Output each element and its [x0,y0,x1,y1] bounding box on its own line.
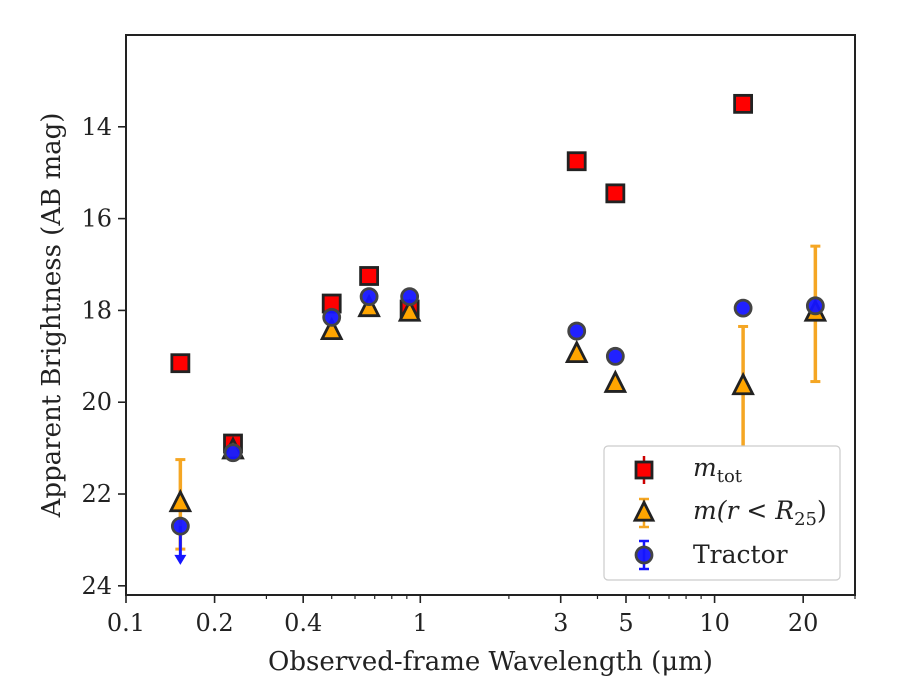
tractor-point [567,321,587,341]
legend-marker-mr25 [632,497,656,529]
x-tick-label: 1 [413,609,428,637]
x-tick-label: 0.2 [196,609,234,637]
legend-mtot-square [634,460,654,480]
series-layer [168,93,828,565]
legend-mr25-sub: 25 [794,509,817,530]
legend-label-mr25: m(r < R25) [693,496,827,530]
series-mtot [170,93,754,454]
tractor-point [170,516,190,536]
y-tick-label: 20 [81,388,112,416]
tractor-point [223,443,243,463]
plot-frame [125,34,856,596]
legend-mtot-main: m [693,453,717,482]
legend-label-mtot: mtot [693,453,743,487]
y-axis-label: Apparent Brightness (AB mag) [37,113,67,519]
mtot-point [170,353,191,374]
x-axis-label: Observed-frame Wavelength (μm) [268,647,713,677]
mr25-point [319,316,344,341]
legend-mr25-close: ) [817,496,827,525]
mr25-point [731,371,755,396]
x-tick-label: 0.4 [284,609,322,637]
legend-tractor-circle [634,545,654,565]
legend-label-tractor: Tractor [693,540,788,569]
legend-mr25-main: m(r < R [693,496,794,525]
legend-box [603,445,841,581]
tractor-limit-arrow [174,554,187,565]
mtot-point [359,266,380,286]
tractor-point [400,287,420,307]
y-tick-label: 22 [81,480,112,508]
mr25-point [357,293,381,318]
x-tick-label: 20 [788,609,819,637]
y-tick-label: 14 [81,113,112,141]
y-tick-label: 24 [81,572,112,600]
mr25-point [564,339,589,363]
x-tick-label: 10 [699,609,730,637]
legend-marker-mtot [634,456,654,484]
y-tick-label: 18 [81,296,112,324]
mr25-point [168,488,193,513]
tractor-point [805,296,825,316]
x-tick-label: 5 [618,609,633,637]
x-tick-label: 3 [553,609,568,637]
tractor-point [359,287,379,307]
y-tick-label: 16 [81,205,112,233]
tractor-point [322,307,342,327]
mtot-point [733,93,754,114]
mtot-point [605,183,626,204]
x-tick-label: 0.1 [107,609,145,637]
legend-mr25-triangle [632,499,656,522]
legend-mtot-sub: tot [717,466,743,487]
mtot-point [566,151,587,172]
mr25-point [397,298,422,322]
mr25-point [603,369,628,393]
legend-marker-tractor [634,539,654,571]
tractor-point [733,298,753,318]
tractor-point [605,346,625,366]
tick-layer: 0.1 0.2 0.4 1 3 5 10 20 14 16 18 20 22 24 [81,113,856,637]
legend: mtot m(r < R25) Tractor [603,445,841,581]
series-tractor [170,287,825,565]
